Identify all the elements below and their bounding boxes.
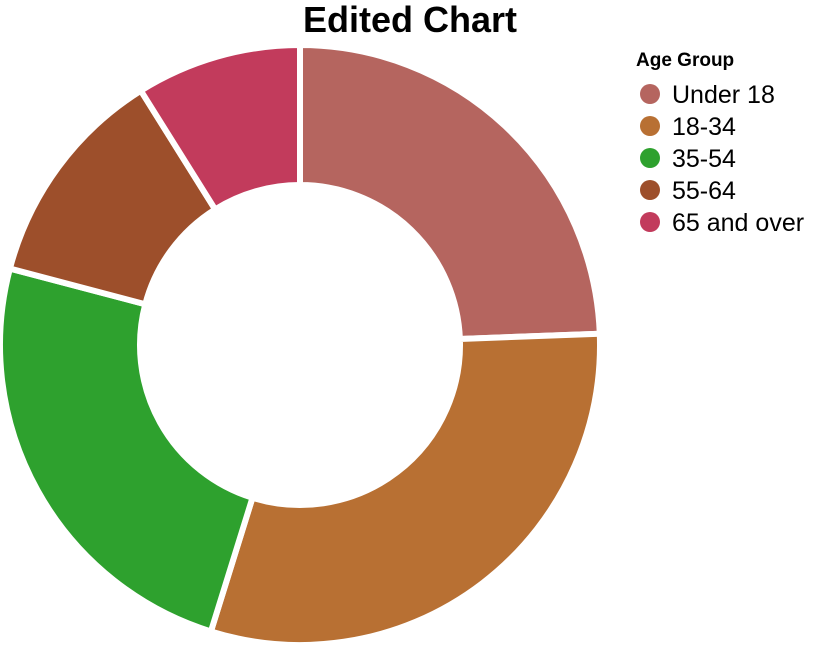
legend-swatch — [640, 180, 660, 200]
legend-label: 55-64 — [672, 177, 736, 205]
donut-slices — [0, 42, 603, 648]
legend-label: 65 and over — [672, 209, 804, 237]
legend-items: Under 18 18-34 35-54 55-64 65 and over — [640, 81, 804, 237]
legend-item: 35-54 — [640, 145, 736, 173]
legend-swatch — [640, 212, 660, 232]
legend-title: Age Group — [636, 50, 734, 71]
legend-swatch — [640, 84, 660, 104]
legend-item: 18-34 — [640, 113, 736, 141]
chart-title: Edited Chart — [303, 0, 517, 40]
slice-65-and-over — [137, 42, 303, 213]
legend: Age Group Under 18 18-34 35-54 55-64 65 and … — [636, 50, 804, 237]
slice-35-54 — [0, 265, 256, 635]
legend-swatch — [640, 116, 660, 136]
legend-item: 65 and over — [640, 209, 804, 237]
legend-swatch — [640, 148, 660, 168]
legend-item: 55-64 — [640, 177, 736, 205]
slice-18-34 — [207, 330, 603, 648]
legend-item: Under 18 — [640, 81, 775, 109]
legend-label: Under 18 — [672, 81, 775, 109]
legend-label: 18-34 — [672, 113, 736, 141]
legend-label: 35-54 — [672, 145, 736, 173]
slice-under-18 — [297, 42, 603, 342]
